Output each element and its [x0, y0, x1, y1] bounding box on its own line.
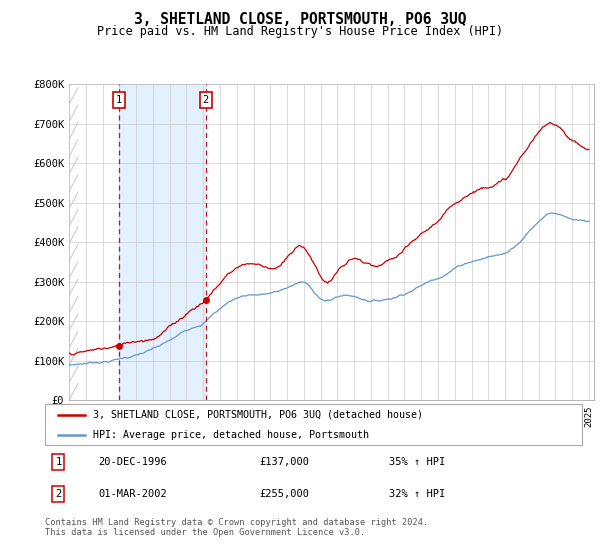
Text: HPI: Average price, detached house, Portsmouth: HPI: Average price, detached house, Port…	[94, 430, 370, 440]
Text: 1: 1	[116, 95, 122, 105]
Text: Price paid vs. HM Land Registry's House Price Index (HPI): Price paid vs. HM Land Registry's House …	[97, 25, 503, 38]
Text: 1: 1	[55, 457, 62, 467]
Text: 01-MAR-2002: 01-MAR-2002	[98, 489, 167, 500]
Text: 2: 2	[55, 489, 62, 500]
Text: 3, SHETLAND CLOSE, PORTSMOUTH, PO6 3UQ (detached house): 3, SHETLAND CLOSE, PORTSMOUTH, PO6 3UQ (…	[94, 409, 424, 419]
Text: Contains HM Land Registry data © Crown copyright and database right 2024.
This d: Contains HM Land Registry data © Crown c…	[45, 518, 428, 538]
Text: 20-DEC-1996: 20-DEC-1996	[98, 457, 167, 467]
Bar	[119, 84, 206, 400]
Text: 32% ↑ HPI: 32% ↑ HPI	[389, 489, 445, 500]
Text: £255,000: £255,000	[260, 489, 310, 500]
Text: 35% ↑ HPI: 35% ↑ HPI	[389, 457, 445, 467]
FancyBboxPatch shape	[45, 404, 582, 445]
Text: 3, SHETLAND CLOSE, PORTSMOUTH, PO6 3UQ: 3, SHETLAND CLOSE, PORTSMOUTH, PO6 3UQ	[134, 12, 466, 27]
Text: 2: 2	[203, 95, 209, 105]
Text: £137,000: £137,000	[260, 457, 310, 467]
